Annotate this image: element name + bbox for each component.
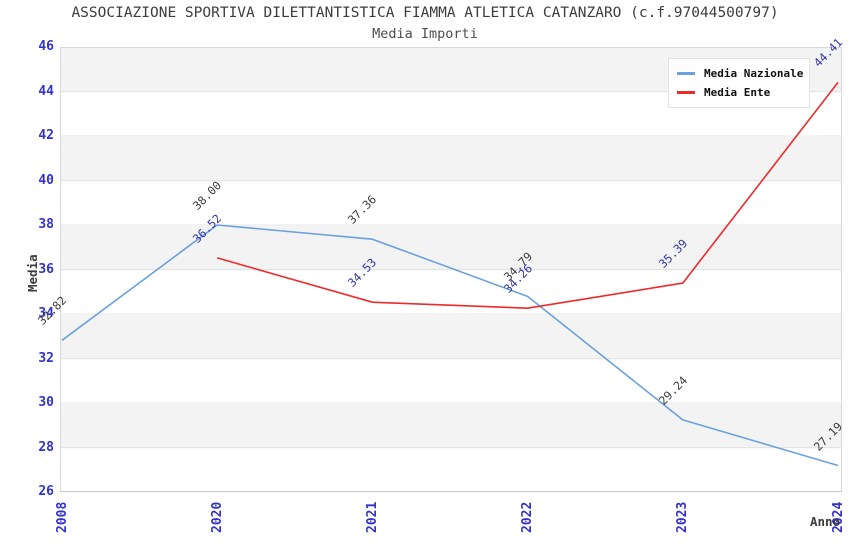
x-axis-tick-label: 2023 (675, 501, 691, 533)
y-axis-tick-label: 44 (38, 83, 54, 99)
y-axis-title: Media (25, 254, 40, 292)
x-axis-tick-label: 2022 (520, 501, 536, 533)
legend-label-media-nazionale: Media Nazionale (704, 67, 804, 80)
legend-item-media-ente[interactable]: Media Ente (677, 83, 801, 102)
y-axis-tick-label: 34 (38, 306, 54, 321)
x-axis-tick-label: 2021 (364, 501, 380, 533)
y-axis-tick-label: 32 (38, 350, 54, 366)
chart-subtitle: Media Importi (372, 26, 478, 42)
y-axis-tick-label: 36 (38, 261, 54, 277)
media-nazionale-line-swatch-icon (677, 72, 695, 75)
x-axis-tick-label: 2008 (54, 501, 70, 533)
y-axis-tick-label: 28 (38, 439, 54, 455)
legend-item-media-nazionale[interactable]: Media Nazionale (677, 64, 804, 83)
x-axis-title: Anno (810, 514, 841, 529)
legend-label-media-ente: Media Ente (704, 86, 771, 99)
plot-area (60, 47, 842, 492)
legend: Media Nazionale Media Ente (668, 58, 810, 108)
y-axis-tick-label: 42 (38, 128, 54, 143)
chart-title: ASSOCIAZIONE SPORTIVA DILETTANTISTICA FI… (71, 5, 779, 21)
y-axis-tick-label: 40 (38, 172, 54, 188)
y-axis-tick-label: 46 (38, 39, 54, 54)
y-axis-tick-label: 38 (38, 217, 54, 232)
media-ente-line-swatch-icon (677, 91, 695, 94)
y-axis-tick-label: 26 (38, 484, 54, 499)
y-axis-tick-label: 30 (38, 395, 54, 410)
x-axis-tick-label: 2020 (209, 501, 225, 533)
